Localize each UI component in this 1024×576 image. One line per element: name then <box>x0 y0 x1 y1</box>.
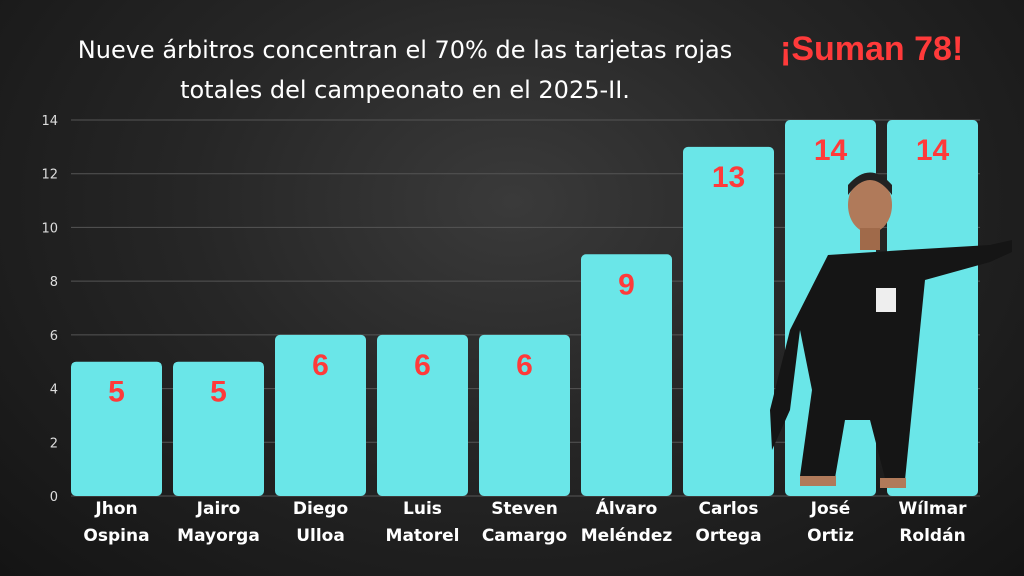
x-tick-label: José <box>810 499 851 519</box>
y-tick-label: 14 <box>41 114 58 129</box>
bar <box>479 334 570 496</box>
x-tick-label: Ospina <box>83 526 149 546</box>
x-tick-label: Ortega <box>695 526 761 546</box>
y-tick-label: 2 <box>50 436 58 451</box>
x-tick-label: Ortiz <box>807 526 854 546</box>
x-tick-label: Steven <box>491 499 558 519</box>
data-label: 6 <box>516 349 533 382</box>
data-label: 13 <box>712 161 745 194</box>
x-tick-label: Wílmar <box>899 499 968 519</box>
x-tick-label: Luis <box>403 499 442 519</box>
y-tick-label: 6 <box>50 329 58 344</box>
x-tick-label: Meléndez <box>581 526 673 546</box>
x-tick-label: Jairo <box>196 499 241 519</box>
x-tick-label: Camargo <box>482 526 567 546</box>
bar <box>377 334 468 496</box>
data-label: 14 <box>814 134 848 167</box>
y-tick-label: 10 <box>41 221 58 236</box>
y-tick-label: 12 <box>41 168 58 183</box>
x-tick-label: Carlos <box>699 499 759 519</box>
total-annotation: ¡Suman 78! <box>780 30 964 68</box>
y-tick-label: 0 <box>50 490 58 505</box>
data-label: 6 <box>414 349 431 382</box>
data-label: 9 <box>618 268 635 301</box>
x-tick-label: Matorel <box>386 526 460 546</box>
data-label: 14 <box>916 134 950 167</box>
bar <box>173 361 264 496</box>
x-tick-label: Diego <box>293 499 348 519</box>
chart-title: Nueve árbitros concentran el 70% de las … <box>77 36 733 104</box>
data-label: 6 <box>312 349 329 382</box>
x-tick-label: Mayorga <box>177 526 260 546</box>
x-tick-label: Jhon <box>94 499 137 519</box>
data-label: 5 <box>108 376 125 409</box>
x-tick-label: Álvaro <box>596 497 658 519</box>
data-label: 5 <box>210 376 227 409</box>
bar <box>71 361 162 496</box>
referee-photo <box>770 172 1012 488</box>
bar <box>683 146 774 496</box>
x-tick-label: Roldán <box>899 526 965 546</box>
y-tick-label: 4 <box>50 383 58 398</box>
bar <box>275 334 366 496</box>
x-tick-label: Ulloa <box>296 526 345 546</box>
y-tick-label: 8 <box>50 275 58 290</box>
bar <box>581 254 672 496</box>
